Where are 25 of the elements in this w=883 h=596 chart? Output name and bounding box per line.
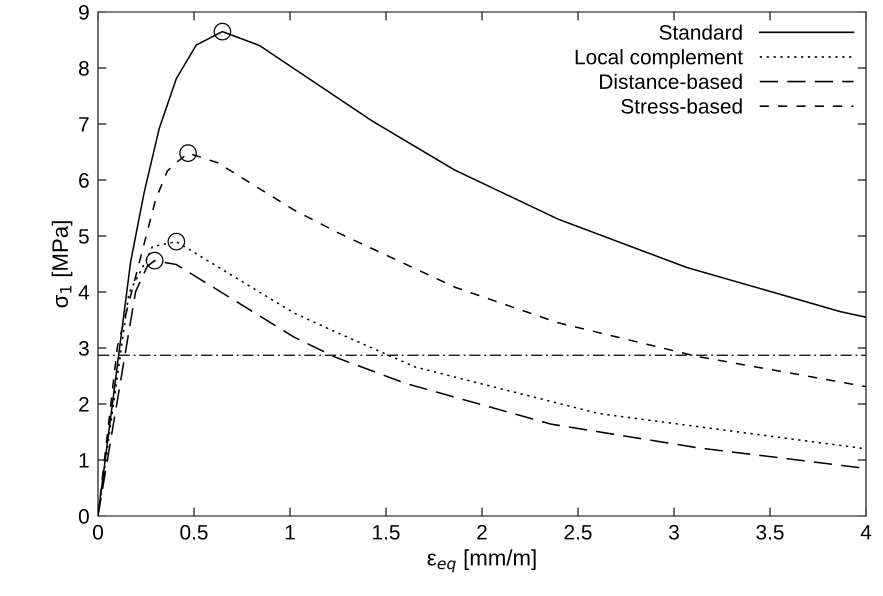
y-axis-title: σ$_{1}$ [MPa] — [52, 221, 72, 308]
x-tick-label: 4 — [860, 525, 872, 540]
x-tick-label: 0 — [93, 524, 103, 540]
y-tick-label: 0 — [78, 509, 89, 524]
x-tick-label: 1 — [286, 525, 295, 540]
x-tick-label: 3.5 — [756, 524, 784, 540]
y-tick-label: 1 — [80, 453, 89, 468]
legend-label: Stress-based — [621, 98, 742, 114]
x-tick-label: 1.5 — [373, 525, 400, 540]
y-tick-label: 2 — [79, 397, 89, 412]
y-tick-label: 5 — [78, 229, 89, 244]
legend-label: Local complement — [576, 49, 743, 69]
x-tick-label: 2 — [477, 524, 487, 540]
legend-label: Standard — [659, 24, 742, 40]
x-axis-title: ε$_{eq}$ [mm/m] — [428, 549, 536, 572]
x-tick-label: 0.5 — [180, 524, 208, 540]
y-tick-label: 6 — [79, 173, 89, 188]
y-tick-label: 8 — [78, 61, 89, 76]
y-tick-label: 7 — [79, 117, 89, 132]
y-tick-label: 9 — [79, 5, 89, 20]
x-tick-label: 2.5 — [564, 524, 592, 540]
y-tick-label: 4 — [78, 285, 90, 300]
x-tick-label: 3 — [669, 524, 679, 540]
legend-label: Distance-based — [600, 74, 742, 90]
y-tick-label: 3 — [78, 341, 89, 356]
